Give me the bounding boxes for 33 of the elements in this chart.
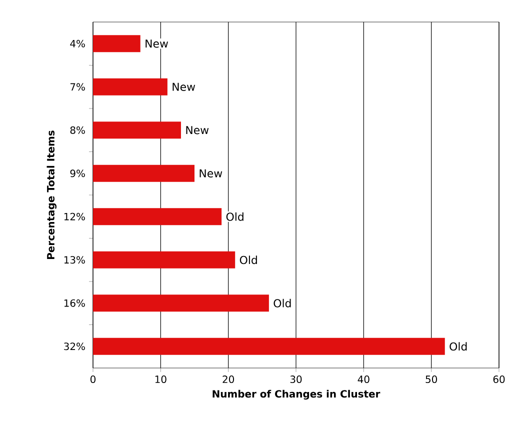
- bar: [93, 338, 445, 355]
- annotation: Old: [274, 298, 291, 308]
- y-tick-label: 9%: [70, 170, 85, 178]
- bar: [93, 164, 194, 182]
- bar: [93, 208, 222, 226]
- y-tick-label: 16%: [64, 299, 85, 307]
- annotation: New: [146, 40, 168, 48]
- annotation: Old: [240, 256, 257, 264]
- x-axis-title: Number of Changes in Cluster: [212, 390, 380, 400]
- y-tick-label: 4%: [70, 40, 85, 48]
- bar: [93, 294, 269, 312]
- annotation: Old: [450, 342, 467, 351]
- y-tick-label: 32%: [64, 342, 85, 350]
- annotation: New: [186, 126, 209, 134]
- y-tick-label: 7%: [70, 83, 85, 91]
- x-tick-label: 40: [358, 376, 370, 384]
- x-tick-label: 20: [222, 376, 234, 384]
- x-tick-label: 0: [90, 376, 96, 384]
- bar: [93, 35, 140, 52]
- x-tick-label: 60: [493, 376, 505, 384]
- bar: [93, 251, 236, 268]
- x-tick-label: 50: [426, 376, 438, 384]
- annotation: New: [172, 82, 196, 91]
- y-axis-title: Percentage Total Items: [46, 130, 56, 259]
- x-tick-label: 30: [290, 376, 302, 384]
- annotation: New: [200, 169, 222, 178]
- y-tick-label: 12%: [64, 212, 85, 220]
- y-tick-label: 8%: [70, 126, 85, 134]
- bar: [93, 78, 168, 96]
- bar: [93, 122, 181, 139]
- x-tick-label: 10: [155, 376, 166, 384]
- annotation: Old: [226, 212, 244, 221]
- y-tick-label: 13%: [64, 256, 85, 264]
